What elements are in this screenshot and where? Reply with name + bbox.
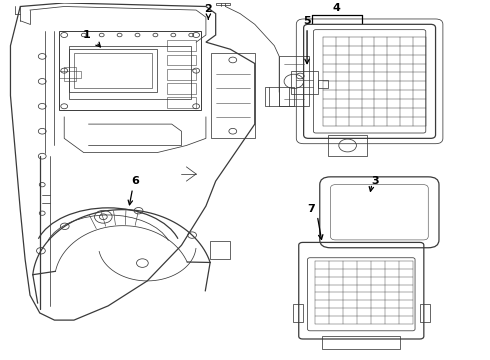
Text: 2: 2	[204, 4, 212, 14]
Text: 4: 4	[333, 3, 341, 13]
Text: 6: 6	[131, 176, 139, 186]
Text: 1: 1	[82, 30, 90, 40]
Text: 3: 3	[371, 176, 379, 186]
Text: 5: 5	[303, 16, 311, 26]
Text: 7: 7	[308, 204, 316, 214]
